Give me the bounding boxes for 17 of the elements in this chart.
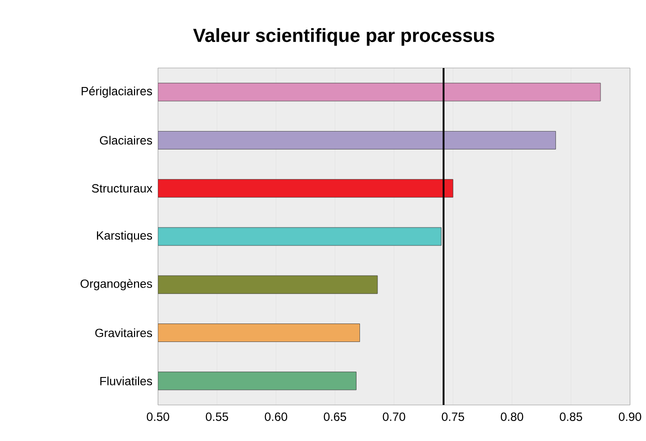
x-tick-label: 0.75: [442, 412, 464, 421]
chart-title: Valeur scientifique par processus: [193, 28, 494, 46]
x-tick-label: 0.50: [146, 412, 170, 421]
y-tick-label: Karstiques: [96, 230, 152, 242]
y-tick-label: Fluviatiles: [100, 376, 152, 386]
x-tick-label: 0.70: [382, 412, 406, 421]
y-tick-label: Périglaciaires: [82, 86, 152, 98]
x-tick-label: 0.65: [324, 412, 346, 421]
x-tick-label: 0.55: [206, 412, 228, 421]
x-tick-label: 0.80: [500, 412, 524, 421]
x-tick-label: 0.85: [560, 412, 582, 421]
y-tick-label: Gravitaires: [95, 328, 152, 338]
y-tick-label: Structuraux: [92, 184, 152, 193]
y-tick-label: Glaciaires: [100, 136, 152, 145]
x-tick-label: 0.60: [264, 412, 288, 421]
y-tick-label: Organogènes: [80, 278, 152, 290]
x-tick-label: 0.90: [618, 412, 642, 421]
